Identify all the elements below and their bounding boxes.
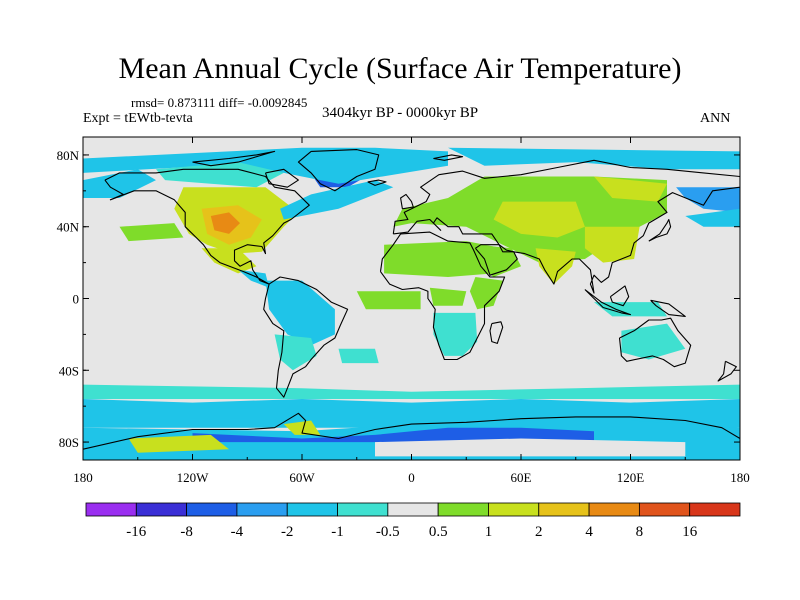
colorbar-labels: -16 -8 -4 -2 -1 -0.5 0.5 1 2 4 8 16 [126, 524, 697, 540]
colorbar-bin [286, 502, 338, 517]
region-south-america-mild [274, 334, 317, 371]
coast-borneo [609, 285, 630, 307]
temperature-fields [83, 147, 740, 460]
y-tick-label: 80N [57, 148, 80, 163]
x-tick-label: 0 [408, 470, 415, 485]
x-axis-labels: 180 120W 60W 0 60E 120E 180 [73, 470, 750, 485]
period-label: 3404kyr BP - 0000kyr BP [322, 105, 479, 121]
region-arctic-cool-east [448, 147, 740, 170]
colorbar-label: 2 [535, 524, 543, 540]
coast-japan [648, 218, 672, 242]
region-tropical-atlantic-warm [356, 291, 421, 310]
coast-svalbard [433, 154, 464, 161]
y-tick-label: 40S [59, 363, 79, 378]
colorbar-label: -2 [281, 524, 294, 540]
x-tick-label: 60E [511, 470, 532, 485]
region-north-pacific-cool [685, 208, 740, 227]
colorbar-label: -8 [180, 524, 193, 540]
region-antarctica-blue [192, 427, 594, 443]
colorbar-bin [387, 502, 439, 517]
region-south-atlantic-cool [338, 348, 379, 364]
coast-baffin [264, 168, 299, 188]
season-label: ANN [700, 111, 731, 126]
colorbar-label: -16 [126, 524, 146, 540]
stats-line: rmsd= 0.873111 diff= -0.0092845 [131, 95, 308, 110]
region-bering-cold [676, 187, 740, 213]
coast-arctic-islands [192, 150, 276, 167]
region-north-atlantic-cool [280, 180, 394, 220]
region-central-america-cool [238, 269, 270, 288]
region-india-warm [535, 248, 576, 285]
region-southern-ocean-mild [83, 384, 740, 399]
colorbar-bin [588, 502, 640, 517]
colorbar-bin [337, 502, 389, 517]
colorbar-label: 16 [682, 524, 698, 540]
colorbar-bin [538, 502, 590, 517]
colorbar-bin [437, 502, 489, 517]
y-tick-label: 0 [73, 292, 80, 307]
coast-madagascar [489, 321, 504, 344]
region-north-america-hot [210, 212, 240, 234]
colorbar-bin [638, 502, 691, 517]
y-axis-labels: 80N 40N 0 40S 80S [57, 148, 80, 450]
colorbar-bin [689, 502, 741, 517]
chart-title: Mean Annual Cycle (Surface Air Temperatu… [118, 52, 682, 85]
region-australia-mild [621, 323, 686, 360]
colorbar-bin [186, 502, 238, 517]
region-mexico-warm [201, 248, 257, 274]
region-arctic-cool-west [83, 147, 448, 184]
colorbar-label: 0.5 [429, 524, 448, 540]
coast-north-america [104, 168, 310, 285]
coast-arabia [474, 244, 518, 276]
x-tick-label: 60W [289, 470, 315, 485]
colorbar [85, 502, 741, 517]
colorbar-bin [236, 502, 288, 517]
experiment-label: Expt = tEWtb-tevta [83, 111, 193, 126]
region-north-pacific-east-warm [119, 223, 184, 242]
region-east-asia-warm [584, 226, 640, 263]
region-arabia-warm [475, 244, 521, 277]
coast-greenland [297, 149, 380, 192]
coastlines [83, 149, 740, 450]
y-tick-label: 40N [57, 220, 80, 235]
colorbar-bin [85, 502, 137, 517]
y-tick-label: 80S [59, 435, 79, 450]
coast-antarctica [83, 412, 740, 450]
x-tick-label: 120E [617, 470, 645, 485]
coast-new-guinea [650, 299, 686, 317]
region-alaska-cool [83, 169, 156, 198]
coast-indonesia [584, 289, 632, 316]
coast-eurasia [392, 159, 740, 294]
coast-new-zealand [717, 360, 737, 382]
coast-south-america [263, 276, 349, 398]
region-antarctic-peninsula-warm [283, 420, 321, 435]
region-siberia-warm [594, 176, 667, 202]
region-west-antarctica-warm [128, 434, 229, 453]
region-southern-africa-cool [433, 312, 478, 356]
region-antarctica-interior [375, 438, 686, 457]
axis-ticks [82, 137, 741, 460]
colorbar-label: -0.5 [376, 524, 400, 540]
x-tick-label: 180 [730, 470, 750, 485]
colorbar-label: 1 [485, 524, 493, 540]
x-tick-label: 180 [73, 470, 93, 485]
region-asia-warmer [493, 201, 585, 238]
colorbar-label: -1 [331, 524, 344, 540]
coast-africa [379, 231, 506, 361]
region-equatorial-africa-mild [429, 287, 467, 306]
colorbar-label: 4 [585, 524, 593, 540]
coast-iceland [367, 179, 387, 186]
x-tick-label: 120W [177, 470, 210, 485]
colorbar-bin [488, 502, 540, 517]
colorbar-label: 8 [636, 524, 644, 540]
region-indonesia-cool [594, 302, 667, 317]
coast-britain [400, 193, 414, 210]
region-canada-cool [156, 162, 284, 188]
region-east-africa-warm [469, 277, 503, 310]
colorbar-label: -4 [231, 524, 244, 540]
coast-australia [618, 317, 692, 368]
colorbar-bin [135, 502, 188, 517]
region-south-america-cool [265, 280, 335, 346]
